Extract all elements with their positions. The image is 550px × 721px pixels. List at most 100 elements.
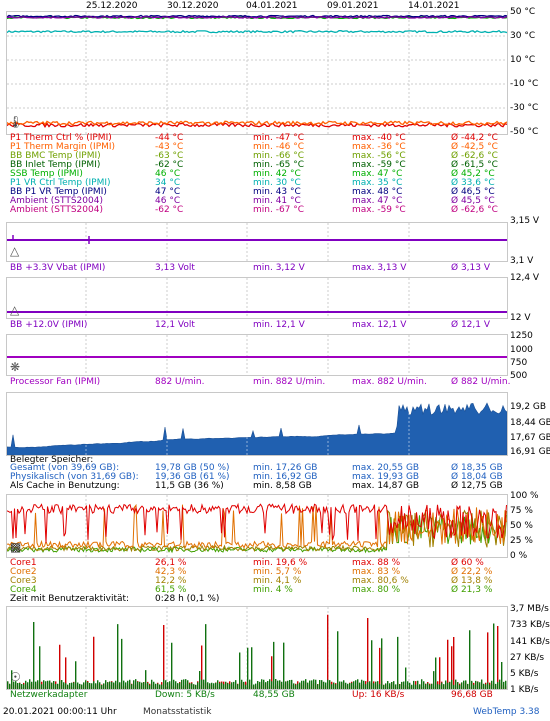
- brand-link[interactable]: WebTemp 3.38: [473, 707, 540, 717]
- y-tick: 750: [510, 358, 528, 368]
- current-value: -44 °C: [155, 133, 184, 143]
- network-chart[interactable]: ☉: [6, 606, 508, 690]
- y-tick: 3,15 V: [510, 216, 540, 226]
- avg-value: Ø -62,6 °C: [451, 151, 498, 161]
- avg-value: Ø 18,04 GB: [451, 472, 503, 482]
- sensor-row: Core3 12,2 % min. 4,1 % max. 80,6 % Ø 13,8 %: [10, 577, 510, 586]
- warning-triangle-icon: △: [10, 244, 20, 258]
- avg-value: Ø 33,6 °C: [451, 178, 495, 188]
- max-value: max. 35 °C: [352, 178, 403, 188]
- current-value: 19,78 GB (50 %): [155, 463, 230, 473]
- sensor-name: P1 Therm Margin (IPMI): [10, 142, 116, 152]
- current-value: 46 °C: [155, 169, 181, 179]
- sensor-name: BB Inlet Temp (IPMI): [10, 160, 101, 170]
- min-value: min. 43 °C: [253, 187, 301, 197]
- avg-value: Ø -42,5 °C: [451, 142, 498, 152]
- max-value: max. 19,93 GB: [352, 472, 420, 482]
- max-value: max. 882 U/min.: [352, 377, 427, 387]
- current-value: 12,2 %: [155, 576, 187, 586]
- avg-value: Ø 22,2 %: [451, 567, 493, 577]
- y-tick: 1 KB/s: [510, 685, 539, 695]
- max-value: max. 12,1 V: [352, 320, 407, 330]
- memory-heading: Belegter Speicher:: [10, 455, 94, 465]
- sensor-row: Core2 42,3 % min. 5,7 % max. 83 % Ø 22,2 %: [10, 568, 510, 577]
- y-tick: 25 %: [510, 536, 533, 546]
- voltage-3v3-row: BB +3.3V Vbat (IPMI) 3,13 Volt min. 3,12…: [10, 264, 510, 273]
- sensor-row: BB P1 VR Temp (IPMI) 47 °C min. 43 °C max. …: [10, 188, 510, 197]
- max-value: max. 80,6 %: [352, 576, 409, 586]
- y-tick: 10 °C: [510, 55, 536, 65]
- min-value: min. 42 °C: [253, 169, 301, 179]
- avg-value: Ø 3,13 V: [451, 263, 491, 273]
- upload-rate: Up: 16 KB/s: [352, 690, 405, 700]
- temperature-chart[interactable]: 🌡: [6, 11, 508, 135]
- max-value: max. 20,55 GB: [352, 463, 420, 473]
- sensor-name: Core1: [10, 558, 37, 568]
- min-value: min. -47 °C: [253, 133, 305, 143]
- cpu-chart[interactable]: ▩: [6, 494, 508, 558]
- avg-value: Ø 21,3 %: [451, 585, 493, 595]
- y-tick: 50 °C: [510, 7, 536, 17]
- min-value: min. 17,26 GB: [253, 463, 318, 473]
- y-tick: 27 KB/s: [510, 653, 545, 663]
- current-value: -62 °C: [155, 160, 184, 170]
- avg-value: Ø 45,2 °C: [451, 169, 495, 179]
- voltage-3v3-chart[interactable]: △: [6, 222, 508, 262]
- sensor-name: Als Cache in Benutzung:: [10, 481, 120, 491]
- sensor-row: Physikalisch (von 31,69 GB): 19,36 GB (61…: [10, 473, 510, 482]
- sensor-name: BB +3.3V Vbat (IPMI): [10, 263, 106, 273]
- current-value: 61,5 %: [155, 585, 187, 595]
- date-label: 09.01.2021: [327, 1, 379, 11]
- current-value: 46 °C: [155, 196, 181, 206]
- sensor-name: P1 Therm Ctrl % (IPMI): [10, 133, 112, 143]
- y-tick: 19,2 GB: [510, 402, 547, 412]
- y-tick: 733 KB/s: [510, 620, 550, 630]
- y-tick: 100 %: [510, 491, 539, 501]
- current-value: 12,1 Volt: [155, 320, 195, 330]
- sensor-name: Physikalisch (von 31,69 GB):: [10, 472, 139, 482]
- sensor-name: BB +12.0V (IPMI): [10, 320, 88, 330]
- avg-value: Ø 45,5 °C: [451, 196, 495, 206]
- voltage-12v-chart[interactable]: △: [6, 277, 508, 319]
- avg-value: Ø -61,5 °C: [451, 160, 498, 170]
- min-value: min. 19,6 %: [253, 558, 308, 568]
- current-value: -62 °C: [155, 205, 184, 215]
- memory-chart[interactable]: [6, 392, 508, 456]
- min-value: min. -66 °C: [253, 151, 305, 161]
- current-value: 3,13 Volt: [155, 263, 195, 273]
- max-value: max. 83 %: [352, 567, 401, 577]
- max-value: max. -56 °C: [352, 151, 406, 161]
- y-tick: 1250: [510, 331, 533, 341]
- activity-value: 0:28 h (0,1 %): [155, 594, 220, 604]
- min-value: min. -67 °C: [253, 205, 305, 215]
- sensor-row: Als Cache in Benutzung: 11,5 GB (36 %) min…: [10, 482, 510, 491]
- fan-row: Processor Fan (IPMI) 882 U/min. min. 882…: [10, 378, 510, 387]
- y-tick: 18,44 GB: [510, 418, 550, 428]
- min-value: min. 8,58 GB: [253, 481, 312, 491]
- y-tick: 500: [510, 371, 528, 381]
- upload-total: 96,68 GB: [451, 690, 493, 700]
- min-value: min. 5,7 %: [253, 567, 302, 577]
- thermometer-icon: 🌡: [8, 115, 24, 129]
- download-rate: Down: 5 KB/s: [155, 690, 215, 700]
- max-value: max. -59 °C: [352, 205, 406, 215]
- avg-value: Ø 882 U/min.: [451, 377, 511, 387]
- timestamp: 20.01.2021 00:00:11 Uhr: [3, 707, 117, 717]
- network-icon: ☉: [10, 670, 21, 684]
- max-value: max. -36 °C: [352, 142, 406, 152]
- sensor-row: P1 VR Ctrl Temp (IPMI) 34 °C min. 30 °C max…: [10, 179, 510, 188]
- avg-value: Ø -62,6 °C: [451, 205, 498, 215]
- max-value: max. -59 °C: [352, 160, 406, 170]
- user-activity-row: Zeit mit Benutzeraktivität: 0:28 h (0,1 …: [10, 595, 510, 604]
- y-tick: 30 °C: [510, 31, 536, 41]
- statistics-mode[interactable]: Monatsstatistik: [143, 707, 212, 717]
- network-row: Netzwerkadapter Down: 5 KB/s 48,55 GB Up…: [10, 691, 510, 700]
- sensor-name: Gesamt (von 39,69 GB):: [10, 463, 120, 473]
- max-value: max. 80 %: [352, 585, 401, 595]
- sensor-row: Gesamt (von 39,69 GB): 19,78 GB (50 %) min…: [10, 464, 510, 473]
- y-tick: 17,67 GB: [510, 433, 550, 443]
- y-tick: 3,7 MB/s: [510, 604, 549, 614]
- fan-chart[interactable]: ❋: [6, 334, 508, 376]
- min-value: min. -65 °C: [253, 160, 305, 170]
- sensor-name: Processor Fan (IPMI): [10, 377, 101, 387]
